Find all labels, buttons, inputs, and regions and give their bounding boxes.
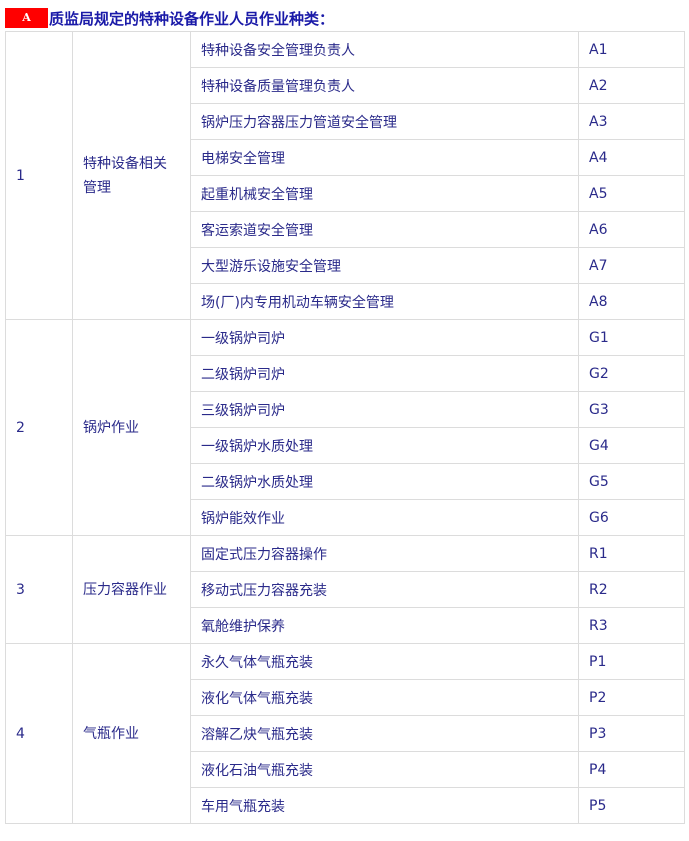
work-type-name: 特种设备安全管理负责人 [190, 31, 579, 68]
work-type-code: A2 [578, 67, 685, 104]
work-type-name: 液化气体气瓶充装 [190, 679, 579, 716]
table-row: 二级锅炉司炉 G2 [6, 355, 685, 392]
work-type-name: 特种设备质量管理负责人 [190, 67, 579, 104]
work-type-name: 移动式压力容器充装 [190, 571, 579, 608]
work-type-code: P1 [578, 643, 685, 680]
work-type-code: G5 [578, 463, 685, 500]
work-type-code: G1 [578, 319, 685, 356]
section-title: A 质监局规定的特种设备作业人员作业种类： [5, 7, 334, 29]
work-type-code: G3 [578, 391, 685, 428]
work-type-name: 溶解乙炔气瓶充装 [190, 715, 579, 752]
table-row: 锅炉压力容器压力管道安全管理 A3 [6, 103, 685, 140]
work-type-code: P4 [578, 751, 685, 788]
work-type-name: 一级锅炉水质处理 [190, 427, 579, 464]
work-type-code: P2 [578, 679, 685, 716]
work-type-code: G4 [578, 427, 685, 464]
work-type-code: P3 [578, 715, 685, 752]
table-row: 4 气瓶作业 永久气体气瓶充装 P1 [5, 643, 685, 824]
group-category: 气瓶作业 [72, 643, 191, 824]
work-type-code: A6 [578, 211, 685, 248]
work-type-name: 客运索道安全管理 [190, 211, 579, 248]
table-row: 起重机械安全管理 A5 [6, 175, 685, 212]
work-type-name: 三级锅炉司炉 [190, 391, 579, 428]
group-number: 3 [5, 535, 73, 644]
section-badge: A [5, 8, 48, 28]
work-type-code: A4 [578, 139, 685, 176]
table-row: 移动式压力容器充装 R2 [6, 571, 685, 608]
work-type-code: R2 [578, 571, 685, 608]
table-row: 特种设备质量管理负责人 A2 [6, 67, 685, 104]
table-row: 电梯安全管理 A4 [6, 139, 685, 176]
work-type-code: A3 [578, 103, 685, 140]
table-row: 溶解乙炔气瓶充装 P3 [6, 715, 685, 752]
table-row: 3 压力容器作业 固定式压力容器操作 R1 [5, 535, 685, 644]
work-type-name: 液化石油气瓶充装 [190, 751, 579, 788]
group-category: 压力容器作业 [72, 535, 191, 644]
work-type-name: 一级锅炉司炉 [190, 319, 579, 356]
group-number: 1 [5, 31, 73, 320]
group-number: 2 [5, 319, 73, 536]
group-number: 4 [5, 643, 73, 824]
group-category: 锅炉作业 [72, 319, 191, 536]
table-row: 锅炉能效作业 G6 [6, 499, 685, 536]
group-category: 特种设备相关管理 [72, 31, 191, 320]
work-type-name: 二级锅炉水质处理 [190, 463, 579, 500]
work-type-name: 起重机械安全管理 [190, 175, 579, 212]
work-type-code: A7 [578, 247, 685, 284]
work-type-code: A5 [578, 175, 685, 212]
work-type-name: 永久气体气瓶充装 [190, 643, 579, 680]
work-type-name: 大型游乐设施安全管理 [190, 247, 579, 284]
work-type-name: 场(厂)内专用机动车辆安全管理 [190, 283, 579, 320]
work-type-code: R3 [578, 607, 685, 644]
table-row: 客运索道安全管理 A6 [6, 211, 685, 248]
work-type-code: A1 [578, 31, 685, 68]
work-type-code: R1 [578, 535, 685, 572]
table-row: 1 特种设备相关管理 特种设备安全管理负责人 A1 [5, 31, 685, 320]
table-row: 液化气体气瓶充装 P2 [6, 679, 685, 716]
work-types-table: 1 特种设备相关管理 特种设备安全管理负责人 A1 特种设备质量管理负责人 A2 锅炉压力容… [5, 31, 685, 824]
work-type-code: G6 [578, 499, 685, 536]
work-type-code: P5 [578, 787, 685, 824]
section-title-text: 质监局规定的特种设备作业人员作业种类： [49, 9, 335, 28]
work-type-name: 车用气瓶充装 [190, 787, 579, 824]
work-type-name: 锅炉能效作业 [190, 499, 579, 536]
work-type-name: 氧舱维护保养 [190, 607, 579, 644]
table-row: 三级锅炉司炉 G3 [6, 391, 685, 428]
table-row: 车用气瓶充装 P5 [6, 787, 685, 824]
table-row: 二级锅炉水质处理 G5 [6, 463, 685, 500]
work-type-name: 电梯安全管理 [190, 139, 579, 176]
table-row: 液化石油气瓶充装 P4 [6, 751, 685, 788]
table-row: 场(厂)内专用机动车辆安全管理 A8 [6, 283, 685, 320]
work-type-name: 锅炉压力容器压力管道安全管理 [190, 103, 579, 140]
work-type-code: A8 [578, 283, 685, 320]
table-row: 2 锅炉作业 一级锅炉司炉 G1 [5, 319, 685, 536]
work-type-name: 二级锅炉司炉 [190, 355, 579, 392]
table-row: 大型游乐设施安全管理 A7 [6, 247, 685, 284]
work-type-name: 固定式压力容器操作 [190, 535, 579, 572]
table-row: 氧舱维护保养 R3 [6, 607, 685, 644]
work-type-code: G2 [578, 355, 685, 392]
